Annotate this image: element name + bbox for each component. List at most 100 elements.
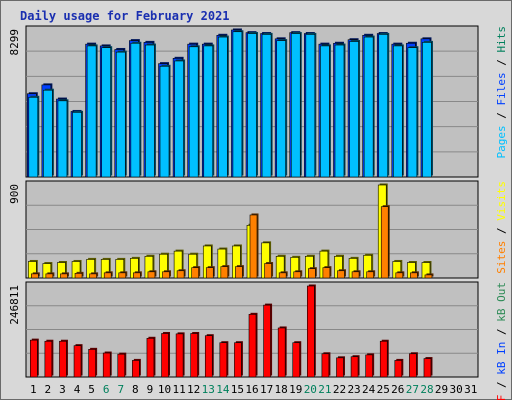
pages-bar: [393, 45, 403, 178]
x-tick-label: 19: [289, 383, 302, 396]
legend-kb-in-label: kB In: [495, 342, 508, 375]
x-tick-label: 13: [202, 383, 215, 396]
kb-f-bar: [350, 356, 359, 378]
kb-f-bar: [102, 352, 111, 378]
kb-f-bar: [307, 285, 315, 378]
panel-bottom-legend: kB F / kB In / kB Out: [495, 282, 508, 401]
pages-bar: [363, 36, 374, 178]
x-tick-label: 30: [450, 383, 463, 396]
x-tick-label: 3: [59, 383, 66, 396]
x-tick-label: 24: [362, 383, 376, 396]
legend-/-label: /: [495, 375, 508, 395]
pages-bar: [57, 100, 68, 178]
pages-bar: [145, 44, 155, 178]
x-tick-label: 10: [158, 383, 171, 396]
kb-f-bar: [219, 342, 228, 378]
pages-bar: [130, 42, 141, 178]
sites-bar: [308, 268, 316, 279]
kb-f-bar: [379, 340, 388, 378]
x-tick-label: 15: [231, 383, 244, 396]
sites-bar: [74, 273, 83, 279]
sites-bar: [30, 273, 39, 279]
legend-kb-f-label: kB F: [495, 395, 508, 401]
pages-bar: [320, 45, 330, 178]
panel-middle-legend: Sites / Visits: [495, 181, 508, 274]
pages-bar: [349, 41, 359, 178]
panel-bottom-ymax-label: 246811: [8, 285, 21, 325]
pages-bar: [305, 34, 316, 178]
pages-bar: [188, 46, 199, 178]
x-tick-label: 28: [420, 383, 433, 396]
kb-f-bar: [277, 327, 286, 378]
sites-bar: [118, 272, 127, 279]
kb-f-bar: [88, 349, 96, 378]
legend-pages-label: Pages: [495, 125, 508, 158]
kb-f-bar: [292, 342, 301, 378]
kb-f-bar: [394, 360, 403, 378]
sites-bar: [410, 272, 418, 279]
legend-kb-out-label: kB Out: [495, 282, 508, 322]
x-tick-label: 31: [464, 383, 477, 396]
x-tick-label: 16: [245, 383, 258, 396]
x-tick-label: 18: [275, 383, 288, 396]
pages-bar: [276, 40, 286, 178]
kb-f-bar: [117, 353, 126, 378]
x-tick-label: 27: [406, 383, 419, 396]
pages-bar: [174, 60, 184, 178]
sites-bar: [205, 267, 214, 279]
x-tick-label: 2: [45, 383, 52, 396]
sites-bar: [366, 271, 374, 279]
pages-bar: [378, 34, 389, 178]
x-tick-label: 21: [318, 383, 331, 396]
x-tick-label: 4: [74, 383, 81, 396]
kb-f-bar: [263, 304, 271, 378]
sites-bar: [162, 271, 170, 279]
x-tick-label: 12: [187, 383, 200, 396]
x-tick-label: 8: [132, 383, 139, 396]
sites-bar: [293, 271, 302, 279]
pages-bar: [407, 47, 418, 178]
x-tick-label: 25: [377, 383, 390, 396]
legend-/-label: /: [495, 53, 508, 73]
pages-bar: [28, 96, 39, 178]
legend-sites-label: Sites: [495, 241, 508, 274]
pages-bar: [232, 31, 243, 178]
sites-bar: [278, 272, 287, 279]
pages-bar: [86, 45, 97, 178]
sites-bar: [322, 267, 331, 279]
sites-bar: [424, 274, 433, 279]
kb-f-bar: [190, 333, 198, 378]
kb-f-bar: [175, 333, 184, 378]
kb-f-bar: [234, 342, 242, 378]
sites-bar: [176, 270, 185, 279]
x-tick-label: 9: [147, 383, 154, 396]
x-tick-label: 6: [103, 383, 110, 396]
x-tick-label: 7: [117, 383, 124, 396]
x-tick-label: 1: [30, 383, 37, 396]
sites-bar: [133, 272, 141, 279]
pages-bar: [159, 65, 170, 178]
legend-/-label: /: [495, 221, 508, 241]
legend-hits-label: Hits: [495, 26, 508, 53]
kb-f-bar: [336, 357, 344, 378]
pages-bar: [72, 112, 82, 178]
legend-/-label: /: [495, 106, 508, 126]
chart-title: Daily usage for February 2021: [20, 9, 230, 23]
x-tick-label: 17: [260, 383, 273, 396]
x-tick-label: 11: [172, 383, 185, 396]
legend-files-label: Files: [495, 72, 508, 105]
pages-bar: [101, 47, 111, 178]
panel-middle-ymax-label: 900: [8, 184, 21, 204]
sites-bar: [249, 214, 258, 279]
pages-bar: [218, 36, 228, 178]
kb-f-bar: [73, 345, 82, 378]
sites-bar: [89, 273, 97, 279]
sites-bar: [395, 272, 404, 279]
x-tick-label: 20: [304, 383, 317, 396]
x-tick-label: 14: [216, 383, 230, 396]
x-tick-label: 22: [333, 383, 346, 396]
pages-bar: [43, 89, 53, 178]
x-tick-label: 26: [391, 383, 404, 396]
